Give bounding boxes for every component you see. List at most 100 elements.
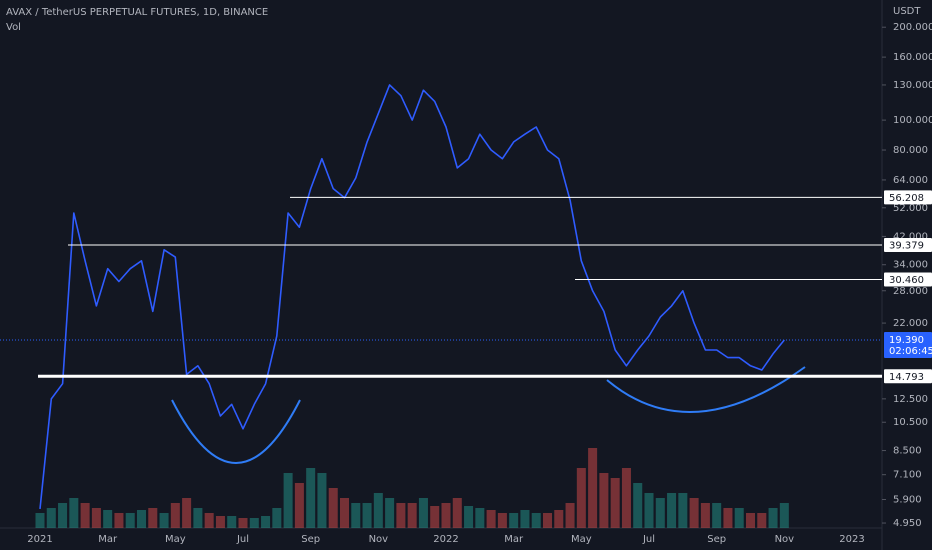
volume-bar — [667, 493, 677, 528]
volume-bar — [351, 503, 361, 528]
x-tick-label: Mar — [504, 534, 524, 545]
level-label-box — [884, 238, 932, 253]
x-tick-label: Mar — [98, 534, 118, 545]
y-tick-label: 5.900 — [893, 495, 922, 506]
y-axis-label: USDT — [893, 6, 921, 17]
volume-bar — [418, 498, 428, 528]
volume-bar — [227, 516, 237, 528]
x-tick-label: Jul — [236, 534, 249, 545]
volume-bar — [509, 513, 519, 528]
volume-bar — [35, 513, 45, 528]
y-tick-label: 160.000 — [893, 52, 932, 63]
level-label: 39.379 — [889, 241, 924, 252]
volume-bar — [362, 503, 372, 528]
volume-bar — [452, 498, 462, 528]
volume-bar — [757, 513, 767, 528]
volume-bar — [148, 508, 158, 528]
y-tick-label: 100.000 — [893, 115, 932, 126]
volume-bar — [238, 518, 248, 528]
y-tick-label: 80.000 — [893, 145, 928, 156]
y-tick-label: 28.000 — [893, 286, 928, 297]
volume-bar — [125, 513, 135, 528]
x-tick-label: Nov — [775, 534, 795, 545]
volume-bar — [486, 510, 496, 528]
volume-bar — [768, 508, 778, 528]
volume-bar — [91, 508, 101, 528]
volume-bar — [385, 498, 395, 528]
volume-bar — [745, 513, 756, 528]
volume-bar — [779, 503, 789, 528]
y-tick-label: 8.500 — [893, 446, 922, 457]
volume-bar — [554, 510, 564, 528]
volume-bar — [136, 510, 147, 528]
volume-bar — [396, 503, 406, 528]
x-tick-label: 2022 — [433, 534, 458, 545]
countdown: 02:06:45 — [889, 346, 932, 357]
volume-bar — [339, 498, 350, 528]
volume-bar — [734, 508, 744, 528]
volume-bar — [249, 518, 259, 528]
volume-bar — [58, 503, 68, 528]
volume-bar — [441, 503, 451, 528]
x-tick-label: Sep — [301, 534, 320, 545]
y-tick-label: 10.500 — [893, 417, 928, 428]
volume-bar — [80, 503, 90, 528]
y-tick-label: 64.000 — [893, 175, 928, 186]
volume-bar — [678, 493, 688, 528]
x-tick-label: May — [571, 534, 592, 545]
volume-bar — [46, 508, 56, 528]
arc-drawing — [606, 366, 806, 413]
x-tick-label: 2021 — [27, 534, 52, 545]
last-price-label: 19.390 — [889, 335, 924, 346]
volume-bar — [655, 498, 665, 528]
level-label-box — [884, 190, 932, 205]
x-tick-label: Sep — [707, 534, 726, 545]
volume-bar — [328, 488, 338, 528]
y-tick-label: 12.500 — [893, 394, 928, 405]
y-tick-label: 34.000 — [893, 260, 928, 271]
x-tick-label: Nov — [369, 534, 389, 545]
volume-bar — [430, 506, 440, 528]
level-label-box — [884, 272, 932, 287]
volume-bar — [531, 513, 541, 528]
volume-bar — [103, 510, 113, 528]
x-tick-label: Jul — [642, 534, 655, 545]
volume-bar — [272, 508, 282, 528]
arc-drawing — [171, 399, 301, 464]
volume-bar — [69, 498, 79, 528]
volume-layer — [35, 448, 789, 528]
level-label: 30.460 — [889, 275, 924, 286]
volume-bar — [407, 503, 417, 528]
last-price-box — [884, 332, 932, 359]
volume-bar — [464, 506, 474, 528]
level-label: 14.793 — [889, 372, 924, 383]
volume-bar — [520, 510, 530, 528]
volume-bar — [576, 468, 586, 528]
y-tick-label: 4.950 — [893, 518, 922, 529]
volume-bar — [689, 498, 699, 528]
volume-bar — [170, 503, 180, 528]
x-tick-label: 2023 — [839, 534, 864, 545]
volume-legend: Vol — [6, 22, 21, 33]
volume-bar — [565, 503, 575, 528]
volume-bar — [182, 498, 192, 528]
volume-bar — [306, 468, 316, 528]
volume-bar — [215, 516, 225, 528]
volume-bar — [193, 508, 203, 528]
volume-bar — [283, 473, 293, 528]
level-label: 56.208 — [889, 193, 924, 204]
volume-bar — [373, 493, 383, 528]
y-tick-label: 22.000 — [893, 318, 928, 329]
volume-bar — [723, 508, 733, 528]
volume-bar — [633, 483, 643, 528]
y-tick-label: 7.100 — [893, 470, 922, 481]
volume-bar — [542, 513, 553, 528]
y-tick-label: 52.000 — [893, 203, 928, 214]
volume-bar — [475, 508, 485, 528]
volume-bar — [700, 503, 710, 528]
volume-bar — [712, 503, 722, 528]
y-tick-label: 200.000 — [893, 22, 932, 33]
volume-bar — [204, 513, 214, 528]
